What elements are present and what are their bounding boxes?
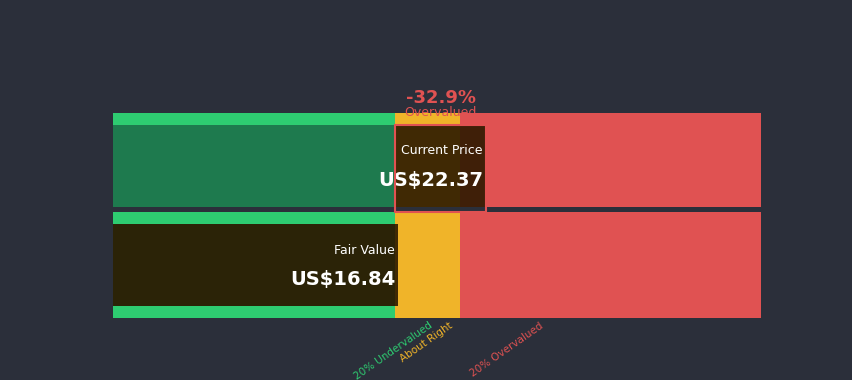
Text: US$16.84: US$16.84 [290,270,394,289]
Text: US$22.37: US$22.37 [377,171,482,190]
Bar [394,125,459,207]
Bar [459,212,760,224]
Bar [459,113,760,125]
Text: -32.9%: -32.9% [406,89,475,107]
Bar [459,306,760,318]
Bar [113,125,394,207]
Bar [394,306,459,318]
Bar [394,212,459,224]
Text: Fair Value: Fair Value [334,244,394,257]
Text: 20% Overvalued: 20% Overvalued [468,321,544,378]
Bar [113,113,394,125]
Bar [394,224,459,306]
Bar [459,125,760,207]
Bar [113,224,398,306]
Bar [394,113,459,125]
Bar [113,212,394,224]
Text: Overvalued: Overvalued [404,106,476,119]
Bar [459,224,760,306]
Text: About Right: About Right [398,321,454,364]
Bar [394,125,486,212]
Bar [394,125,486,207]
Bar [113,306,394,318]
Bar [113,224,394,306]
Text: 20% Undervalued: 20% Undervalued [353,321,434,380]
Text: Current Price: Current Price [401,144,482,157]
